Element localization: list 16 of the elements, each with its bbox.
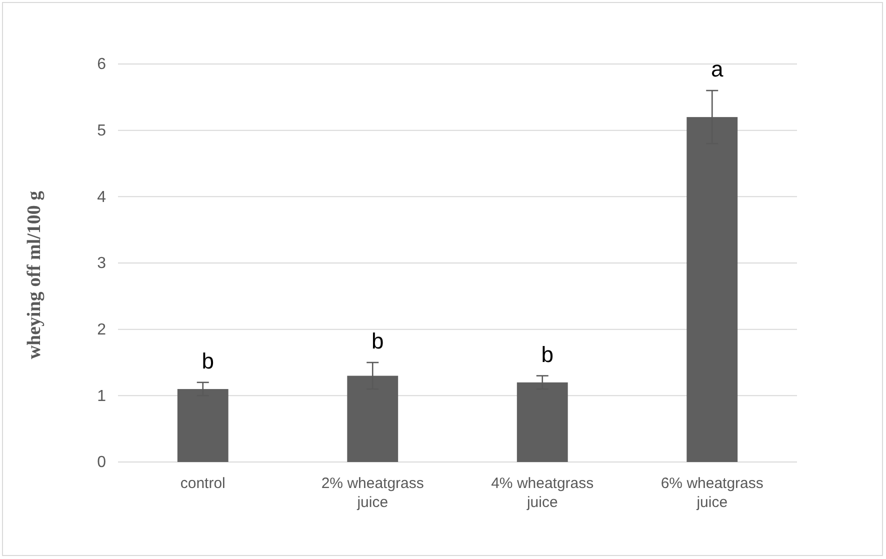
y-tick-label: 4	[97, 188, 106, 206]
annotation: b	[372, 328, 384, 354]
x-tick-label: 2% wheatgrass juice	[321, 475, 424, 511]
x-tick-label: 6% wheatgrass juice	[660, 475, 764, 511]
x-tick-label: control	[180, 475, 226, 492]
y-tick-label: 6	[97, 56, 106, 74]
annotation: b	[202, 348, 214, 374]
annotation: b	[541, 342, 554, 367]
y-tick-label: 1	[97, 388, 106, 405]
y-tick-label: 3	[97, 255, 106, 272]
y-axis-title: wheying off ml/100 g	[24, 190, 45, 360]
annotation: a	[711, 56, 724, 82]
x-tick-label: 4% wheatgrass juice	[491, 475, 594, 511]
y-tick-label: 0	[97, 454, 106, 472]
y-tick-label: 5	[97, 122, 106, 140]
y-tick-label: 2	[97, 321, 106, 338]
